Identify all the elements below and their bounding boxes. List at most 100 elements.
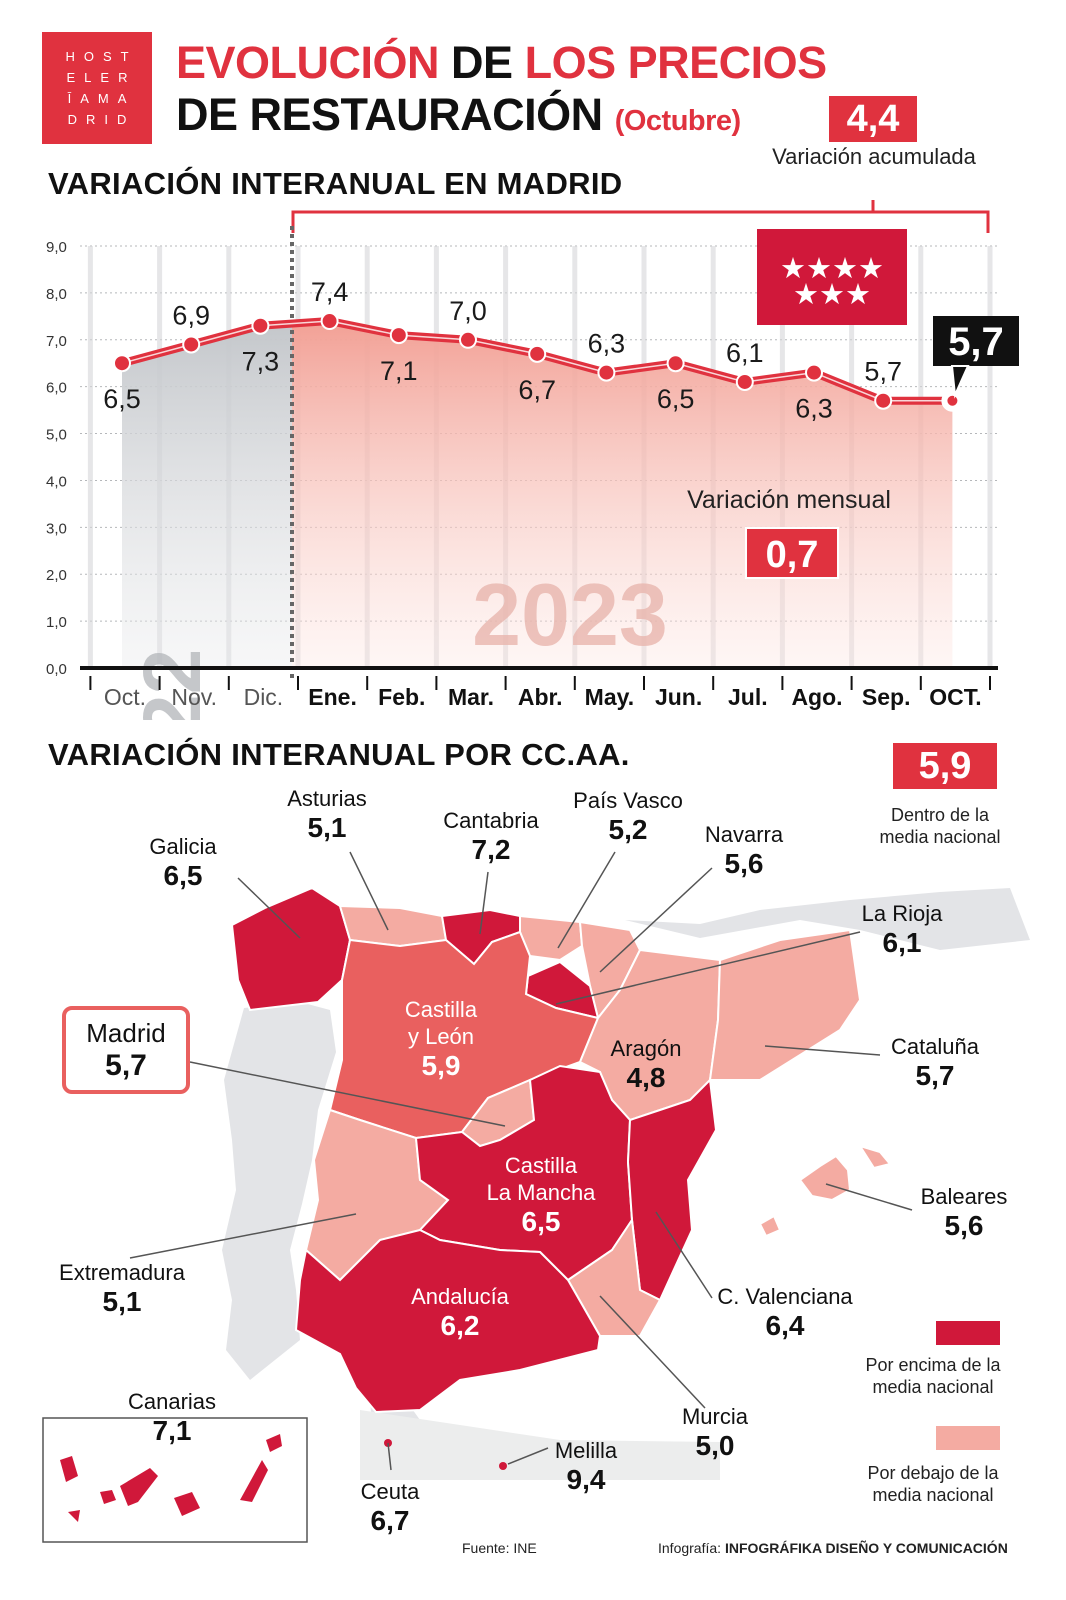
region-baleares-ibiza [758,1214,782,1238]
region-name: Aragón [610,1036,682,1061]
x-tick-label: Jul. [728,684,768,710]
source-text: Fuente: INE [462,1540,537,1556]
x-tick-label: Abr. [518,684,563,710]
x-tick-label: Nov. [171,684,217,710]
data-point [597,363,616,382]
data-label: 7,1 [380,356,418,386]
region-value: 5,9 [421,1050,461,1081]
x-tick-label: Ago. [791,684,842,710]
region-name: Asturias [287,786,367,811]
data-point [666,354,685,373]
region-name: País Vasco [573,788,683,813]
region-value: 6,2 [440,1310,480,1341]
data-label: 5,7 [864,357,902,387]
region-value: 6,5 [163,860,203,891]
data-label: 6,3 [795,394,833,424]
region-name: Castilla [404,997,478,1022]
region-value: 6,4 [765,1310,805,1341]
region-melilla [499,1462,507,1470]
region-value: 6,7 [370,1505,410,1536]
x-tick-label: OCT. [929,684,981,710]
region-name: Melilla [554,1438,618,1463]
region-label-cataluna: Cataluña 5,7 [825,1034,1045,1092]
region-name: Extremadura [59,1260,185,1285]
x-tick-label: Sep. [862,684,911,710]
logo-line: ELER [66,70,137,85]
region-value: 5,2 [608,814,648,845]
region-value: 5,1 [102,1286,142,1317]
logo: HOST ELER ĪAMA DRID [42,32,152,144]
data-point [389,326,408,345]
monthly-variation: Variación mensual 0,7 [687,486,891,579]
legend-above-label: Por encima de la media nacional [865,1355,1001,1397]
data-label: 6,5 [103,384,141,414]
region-canarias [60,1434,282,1522]
region-label-castilla-leon: Castilla y León 5,9 [331,996,551,1082]
national-value-badge: 5,9 [893,743,997,789]
data-point [805,363,823,382]
region-label-canarias: Canarias 7,1 [62,1389,282,1447]
x-tick-label: Oct. [104,684,146,710]
region-label-cantabria: Cantabria 7,2 [381,808,601,866]
data-point [528,344,547,363]
region-label-pais-vasco: País Vasco 5,2 [518,788,738,846]
national-label: Dentro de la media nacional [879,805,1001,847]
region-name: Cantabria [443,808,539,833]
y-tick-label: 6,0 [46,380,67,397]
region-name: Castilla [504,1153,578,1178]
region-name: Canarias [127,1389,217,1414]
data-point [735,372,754,391]
region-value: 5,7 [915,1060,955,1091]
credit-text: Infografía: INFOGRÁFIKA DISEÑO Y COMUNIC… [658,1540,1008,1556]
data-label: 6,1 [726,338,764,368]
region-name: Baleares [920,1184,1008,1209]
region-value: 5,1 [307,812,347,843]
region-value: 7,2 [471,834,511,865]
data-label: 7,0 [449,296,487,326]
area-2022 [122,323,292,668]
area-2023 [292,321,953,668]
region-label-la-rioja: La Rioja 6,1 [792,901,1012,959]
x-tick-label: Ene. [308,684,357,710]
star-icon: ★★★★ [780,253,884,285]
y-tick-label: 9,0 [46,239,67,256]
data-point [874,391,893,410]
x-tick-label: Jun. [655,684,702,710]
data-point [113,354,131,373]
region-value: 7,1 [152,1415,192,1446]
region-name: La Mancha [486,1180,596,1205]
page-title-line2: DE RESTAURACIÓN (Octubre) [176,90,741,146]
logo-line: ĪAMA [67,91,136,106]
current-value: 5,7 [948,320,1004,364]
x-tick-label: Mar. [448,684,494,710]
data-point [251,316,270,335]
france-shape [625,888,1030,950]
logo-line: DRID [67,112,136,127]
y-tick-label: 2,0 [46,567,67,584]
data-point [320,312,339,331]
data-label: 6,5 [657,384,695,414]
monthly-value: 0,7 [766,534,819,576]
region-name: C. Valenciana [717,1284,853,1309]
portugal-shape [222,1002,336,1380]
logo-line: HOST [65,49,138,64]
region-value: 5,6 [724,848,764,879]
title-suffix: (Octubre) [614,105,742,137]
data-point-inner [947,395,958,406]
y-tick-label: 7,0 [46,333,67,350]
north-africa-shape [360,1410,720,1480]
x-tick-label: May. [585,684,634,710]
region-name: La Rioja [861,901,943,926]
region-value: 5,0 [695,1430,735,1461]
accumulated-label: Variación acumulada [772,144,976,169]
region-name: y León [407,1024,475,1049]
line-chart: 0,0 1,0 2,0 3,0 4,0 5,0 6,0 7,0 8,0 9,0 2022 2023… [46,200,1019,720]
madrid-flag: ★★★★ ★★★ [757,229,907,325]
accumulated-value-badge: 4,4 [829,96,917,142]
data-label: 7,4 [311,277,349,307]
region-label-murcia: Murcia 5,0 [605,1404,825,1462]
data-label: 6,7 [518,375,556,405]
region-name: Murcia [681,1404,748,1429]
region-label-asturias: Asturias 5,1 [217,786,437,844]
year-2023-label: 2023 [472,565,668,664]
